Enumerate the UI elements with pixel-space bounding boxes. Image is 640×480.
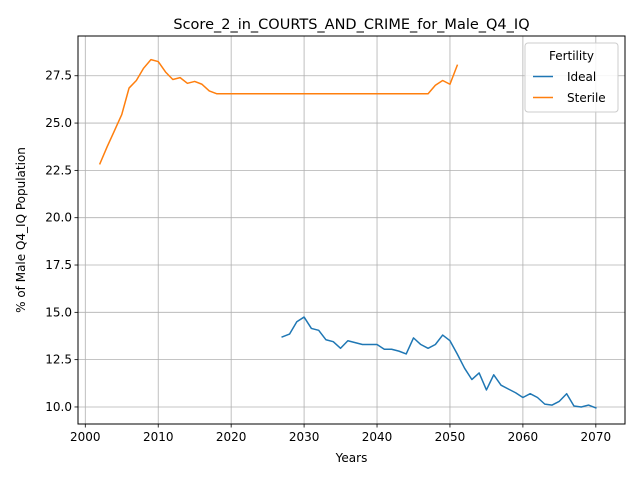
y-tick-label: 20.0: [45, 211, 72, 225]
y-tick-label: 25.0: [45, 116, 72, 130]
x-axis: 2000 2010 2020 2030 2040 2050 2060 2070: [70, 424, 611, 444]
y-axis-title: % of Male Q4_IQ Population: [14, 147, 28, 313]
legend-title: Fertility: [549, 49, 594, 63]
x-tick-label: 2030: [289, 430, 320, 444]
y-tick-label: 15.0: [45, 305, 72, 319]
y-tick-label: 17.5: [45, 258, 72, 272]
y-axis: 10.0 12.5 15.0 17.5 20.0 22.5 25.0 27.5: [45, 69, 78, 414]
plot-frame: [77, 35, 626, 425]
legend-label-sterile: Sterile: [567, 91, 606, 105]
x-tick-label: 2050: [435, 430, 466, 444]
chart-title: Score_2_in_COURTS_AND_CRIME_for_Male_Q4_…: [173, 17, 529, 33]
x-axis-title: Years: [335, 451, 368, 465]
x-tick-label: 2070: [581, 430, 612, 444]
legend: Fertility Ideal Sterile: [524, 42, 619, 113]
y-tick-label: 10.0: [45, 400, 72, 414]
legend-box: [524, 42, 619, 113]
x-tick-label: 2040: [362, 430, 393, 444]
x-tick-label: 2000: [70, 430, 101, 444]
x-tick-label: 2010: [143, 430, 174, 444]
y-tick-label: 22.5: [45, 163, 72, 177]
x-tick-label: 2020: [216, 430, 247, 444]
x-tick-label: 2060: [508, 430, 539, 444]
series-line-ideal: [281, 316, 597, 409]
legend-label-ideal: Ideal: [567, 70, 596, 84]
y-tick-label: 12.5: [45, 353, 72, 367]
series-lines: [98, 58, 597, 409]
series-line-sterile: [98, 58, 459, 165]
y-tick-label: 27.5: [45, 69, 72, 83]
